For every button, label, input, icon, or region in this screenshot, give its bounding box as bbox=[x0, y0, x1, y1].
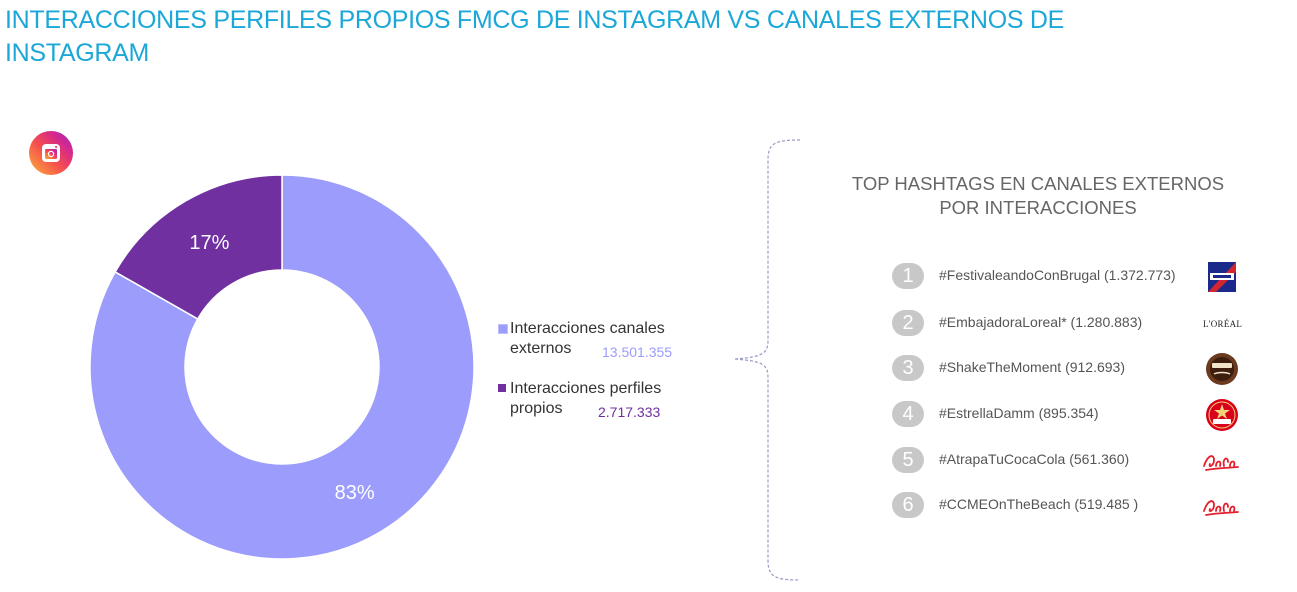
coca-cola-logo-icon bbox=[1203, 455, 1239, 471]
rank-badge: 1 bbox=[892, 263, 924, 289]
donut-slice-label-external: 83% bbox=[335, 482, 375, 504]
instagram-icon bbox=[29, 131, 73, 175]
legend-item-own: Interacciones perfiles propios 2.717.333 bbox=[496, 378, 696, 422]
hashtag-text: #EstrellaDamm (895.354) bbox=[939, 405, 1099, 421]
hashtags-panel-title: TOP HASHTAGS EN CANALES EXTERNOS POR INT… bbox=[828, 172, 1248, 220]
estrella-damm-logo-icon bbox=[1206, 399, 1238, 431]
legend-item-external: Interacciones canales externos 13.501.35… bbox=[496, 318, 696, 362]
loreal-logo-icon: L'ORÉAL bbox=[1203, 319, 1251, 333]
donut-slice-external bbox=[89, 174, 475, 560]
hashtag-text: #AtrapaTuCocaCola (561.360) bbox=[939, 451, 1130, 467]
page-title: INTERACCIONES PERFILES PROPIOS FMCG DE I… bbox=[5, 6, 1064, 67]
rank-badge: 2 bbox=[892, 310, 924, 336]
legend-value-external: 13.501.355 bbox=[602, 344, 673, 360]
hashtag-row-4: 4 #EstrellaDamm (895.354) bbox=[890, 399, 1260, 432]
legend-value-own: 2.717.333 bbox=[598, 404, 661, 420]
hashtag-text: #EmbajadoraLoreal* (1.280.883) bbox=[939, 314, 1143, 330]
rank-badge: 3 bbox=[892, 355, 924, 381]
nescafe-logo-icon bbox=[1206, 353, 1238, 385]
legend-label-own-line2: propios bbox=[510, 400, 563, 417]
legend-swatch-external bbox=[498, 324, 508, 334]
loreal-logo-text: L'ORÉAL bbox=[1203, 319, 1243, 329]
hashtags-panel-title-line1: TOP HASHTAGS EN CANALES EXTERNOS bbox=[851, 173, 1225, 194]
legend-label-external-line1: Interacciones canales bbox=[510, 320, 665, 337]
brace-divider bbox=[733, 139, 801, 581]
donut-slice-own bbox=[114, 174, 283, 320]
hashtag-row-6: 6 #CCMEOnTheBeach (519.485 ) bbox=[890, 491, 1260, 523]
hashtag-row-2: 2 #EmbajadoraLoreal* (1.280.883) L'ORÉAL bbox=[890, 309, 1260, 341]
donut-slice-label-own: 17% bbox=[189, 232, 229, 254]
rank-badge: 4 bbox=[892, 401, 924, 427]
hashtag-row-5: 5 #AtrapaTuCocaCola (561.360) bbox=[890, 446, 1260, 478]
rank-badge: 6 bbox=[892, 492, 924, 518]
brugal-logo-icon bbox=[1208, 262, 1236, 292]
legend-label-own-line1: Interacciones perfiles bbox=[510, 380, 662, 397]
hashtag-row-3: 3 #ShakeTheMoment (912.693) bbox=[890, 353, 1260, 386]
hashtag-text: #CCMEOnTheBeach (519.485 ) bbox=[939, 496, 1139, 512]
legend-label-external-line2: externos bbox=[510, 340, 572, 357]
hashtags-panel-title-line2: POR INTERACCIONES bbox=[939, 197, 1137, 218]
coca-cola-logo-icon bbox=[1203, 500, 1239, 516]
rank-badge: 5 bbox=[892, 447, 924, 473]
legend-swatch-own bbox=[498, 384, 506, 392]
hashtag-row-1: 1 #FestivaleandoConBrugal (1.372.773) bbox=[890, 262, 1260, 294]
hashtag-text: #FestivaleandoConBrugal (1.372.773) bbox=[939, 267, 1176, 283]
hashtag-text: #ShakeTheMoment (912.693) bbox=[939, 359, 1125, 375]
